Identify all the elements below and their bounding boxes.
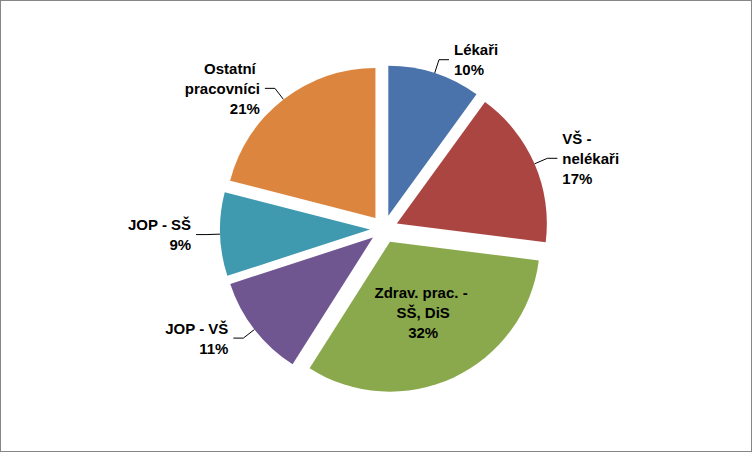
svg-text:32%: 32% [408,324,438,341]
svg-text:21%: 21% [230,100,260,117]
svg-text:pracovníci: pracovníci [185,80,260,97]
svg-text:Ostatní: Ostatní [204,60,260,77]
svg-text:10%: 10% [454,61,484,78]
svg-text:9%: 9% [169,236,191,253]
svg-text:17%: 17% [562,170,592,187]
svg-text:nelékaři: nelékaři [562,150,619,167]
svg-text:JOP - SŠ: JOP - SŠ [128,216,191,233]
svg-text:11%: 11% [199,340,228,357]
svg-text:SŠ, DiS: SŠ, DiS [396,304,449,321]
svg-text:Zdrav. prac. -: Zdrav. prac. - [375,284,472,301]
svg-text:JOP - VŠ: JOP - VŠ [165,320,228,337]
svg-text:Lékaři: Lékaři [454,41,498,58]
svg-text:VŠ -: VŠ - [562,130,595,147]
